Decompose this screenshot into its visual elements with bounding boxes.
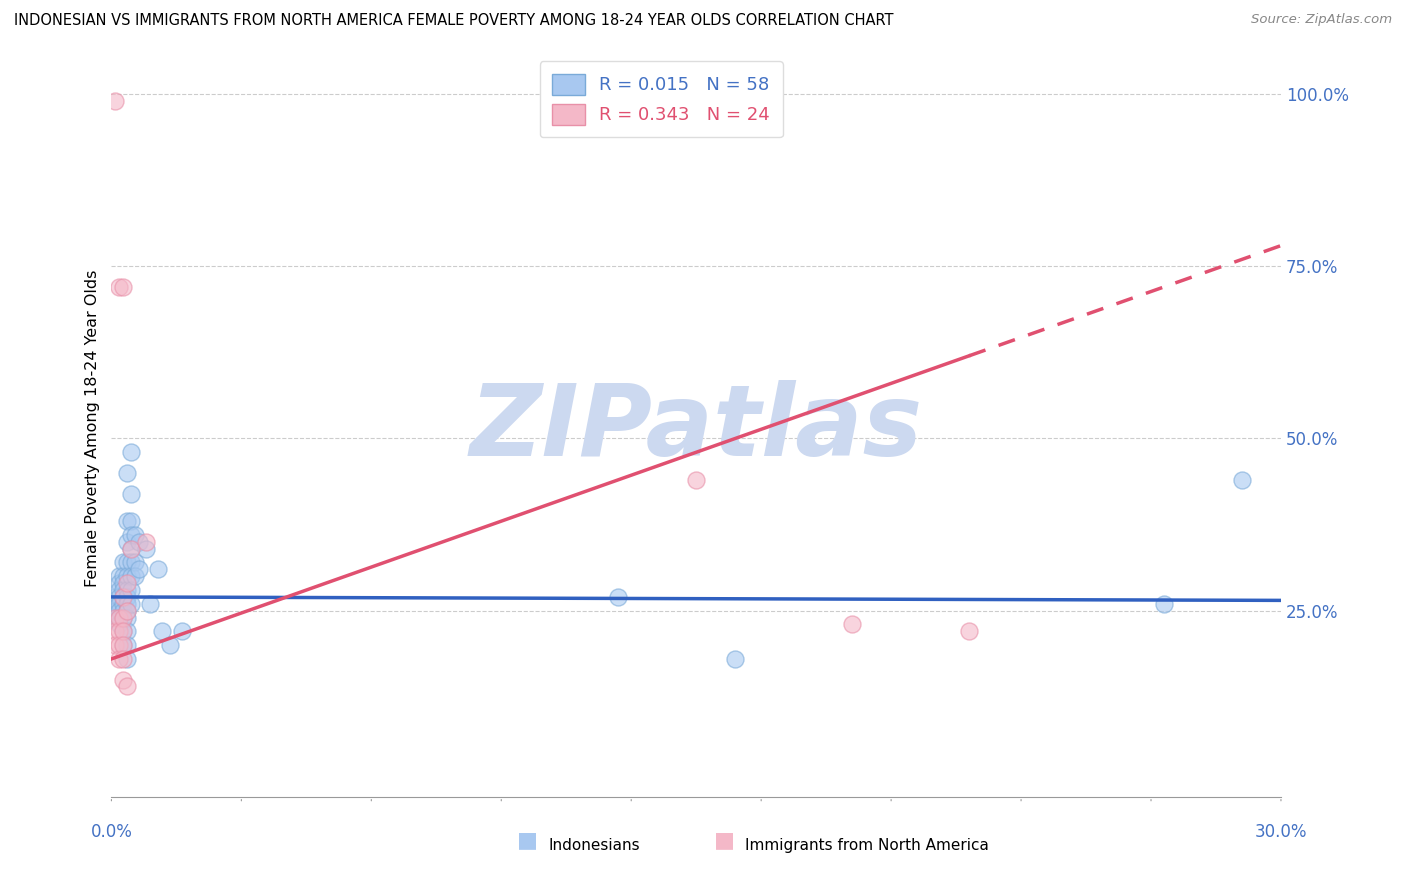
Point [112, 576, 135, 591]
Point [108, 610, 131, 624]
Point [170, 624, 193, 639]
Point [135, 541, 157, 556]
Point [120, 556, 142, 570]
Point [150, 624, 173, 639]
Point [112, 569, 135, 583]
Point [607, 590, 630, 604]
Point [120, 486, 142, 500]
Point [112, 624, 135, 639]
Point [112, 638, 135, 652]
Point [108, 576, 131, 591]
Point [724, 652, 747, 666]
Point [1230, 473, 1253, 487]
Point [115, 514, 138, 528]
Point [115, 604, 138, 618]
Legend: R = 0.015   N = 58, R = 0.343   N = 24: R = 0.015 N = 58, R = 0.343 N = 24 [540, 62, 783, 137]
Point [108, 617, 131, 632]
Text: 30.0%: 30.0% [1254, 822, 1308, 841]
Point [108, 582, 131, 597]
Point [112, 673, 135, 687]
Text: ■: ■ [517, 830, 538, 850]
Point [108, 569, 131, 583]
Point [108, 638, 131, 652]
Point [112, 280, 135, 294]
Text: Source: ZipAtlas.com: Source: ZipAtlas.com [1251, 13, 1392, 27]
Point [115, 597, 138, 611]
Text: INDONESIAN VS IMMIGRANTS FROM NORTH AMERICA FEMALE POVERTY AMONG 18-24 YEAR OLDS: INDONESIAN VS IMMIGRANTS FROM NORTH AMER… [14, 13, 894, 29]
Point [115, 466, 138, 480]
Point [115, 576, 138, 591]
Point [108, 652, 131, 666]
Point [120, 569, 142, 583]
Point [120, 528, 142, 542]
Point [120, 582, 142, 597]
Point [108, 597, 131, 611]
Point [112, 590, 135, 604]
Point [112, 652, 135, 666]
Point [115, 582, 138, 597]
Point [112, 597, 135, 611]
Y-axis label: Female Poverty Among 18-24 Year Olds: Female Poverty Among 18-24 Year Olds [86, 269, 100, 587]
Point [957, 624, 980, 639]
Point [104, 638, 127, 652]
Point [108, 280, 131, 294]
Point [128, 562, 150, 576]
Text: ZIPatlas: ZIPatlas [470, 380, 922, 476]
Text: Indonesians: Indonesians [548, 838, 640, 854]
Point [112, 582, 135, 597]
Point [112, 604, 135, 618]
Point [104, 610, 127, 624]
Point [124, 556, 146, 570]
Point [104, 597, 127, 611]
Text: ■: ■ [714, 830, 735, 850]
Point [108, 604, 131, 618]
Point [115, 624, 138, 639]
Point [115, 680, 138, 694]
Point [115, 590, 138, 604]
Point [120, 514, 142, 528]
Point [104, 604, 127, 618]
Point [115, 652, 138, 666]
Point [115, 604, 138, 618]
Point [112, 638, 135, 652]
Point [115, 638, 138, 652]
Text: 0.0%: 0.0% [90, 822, 132, 841]
Point [128, 534, 150, 549]
Point [112, 610, 135, 624]
Point [135, 534, 157, 549]
Point [139, 597, 162, 611]
Text: Immigrants from North America: Immigrants from North America [745, 838, 990, 854]
Point [112, 610, 135, 624]
Point [115, 569, 138, 583]
Point [104, 590, 127, 604]
Point [115, 556, 138, 570]
Point [120, 597, 142, 611]
Point [685, 473, 707, 487]
Point [108, 610, 131, 624]
Point [120, 541, 142, 556]
Point [115, 610, 138, 624]
Point [108, 624, 131, 639]
Point [120, 445, 142, 459]
Point [112, 624, 135, 639]
Point [124, 528, 146, 542]
Point [115, 534, 138, 549]
Point [159, 638, 181, 652]
Point [104, 94, 127, 108]
Point [112, 556, 135, 570]
Point [148, 562, 170, 576]
Point [841, 617, 863, 632]
Point [120, 541, 142, 556]
Point [1153, 597, 1175, 611]
Point [108, 590, 131, 604]
Point [124, 569, 146, 583]
Point [112, 590, 135, 604]
Point [104, 624, 127, 639]
